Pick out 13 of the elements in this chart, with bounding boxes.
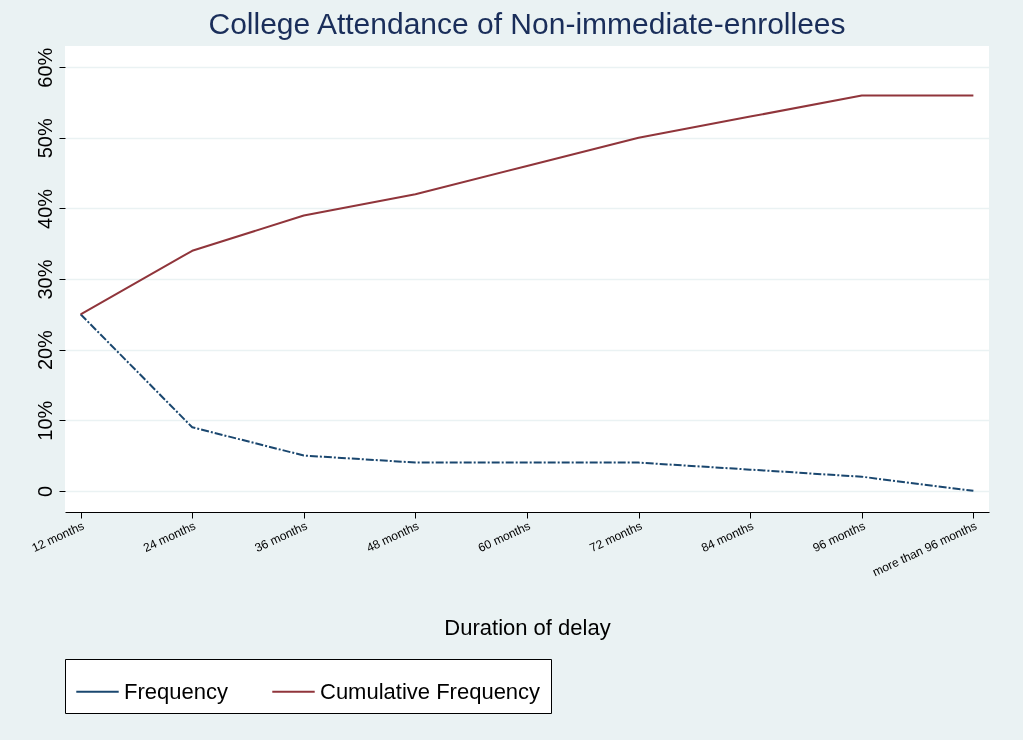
y-tick-label: 50% bbox=[33, 118, 56, 159]
x-axis-title: Duration of delay bbox=[444, 615, 611, 641]
y-tick-label: 60% bbox=[33, 47, 56, 88]
y-tick-label: 40% bbox=[33, 188, 56, 229]
y-tick-label: 20% bbox=[33, 329, 56, 371]
line-series bbox=[79, 94, 975, 316]
legend-label: Cumulative Frequency bbox=[320, 678, 541, 704]
y-tick-label: 10% bbox=[33, 400, 56, 441]
y-tick-label: 0 bbox=[33, 485, 56, 497]
chart-title: College Attendance of Non-immediate-enrollees bbox=[208, 7, 846, 40]
line-series bbox=[79, 313, 975, 492]
y-tick-label: 30% bbox=[33, 259, 56, 300]
legend-label: Frequency bbox=[124, 678, 228, 704]
